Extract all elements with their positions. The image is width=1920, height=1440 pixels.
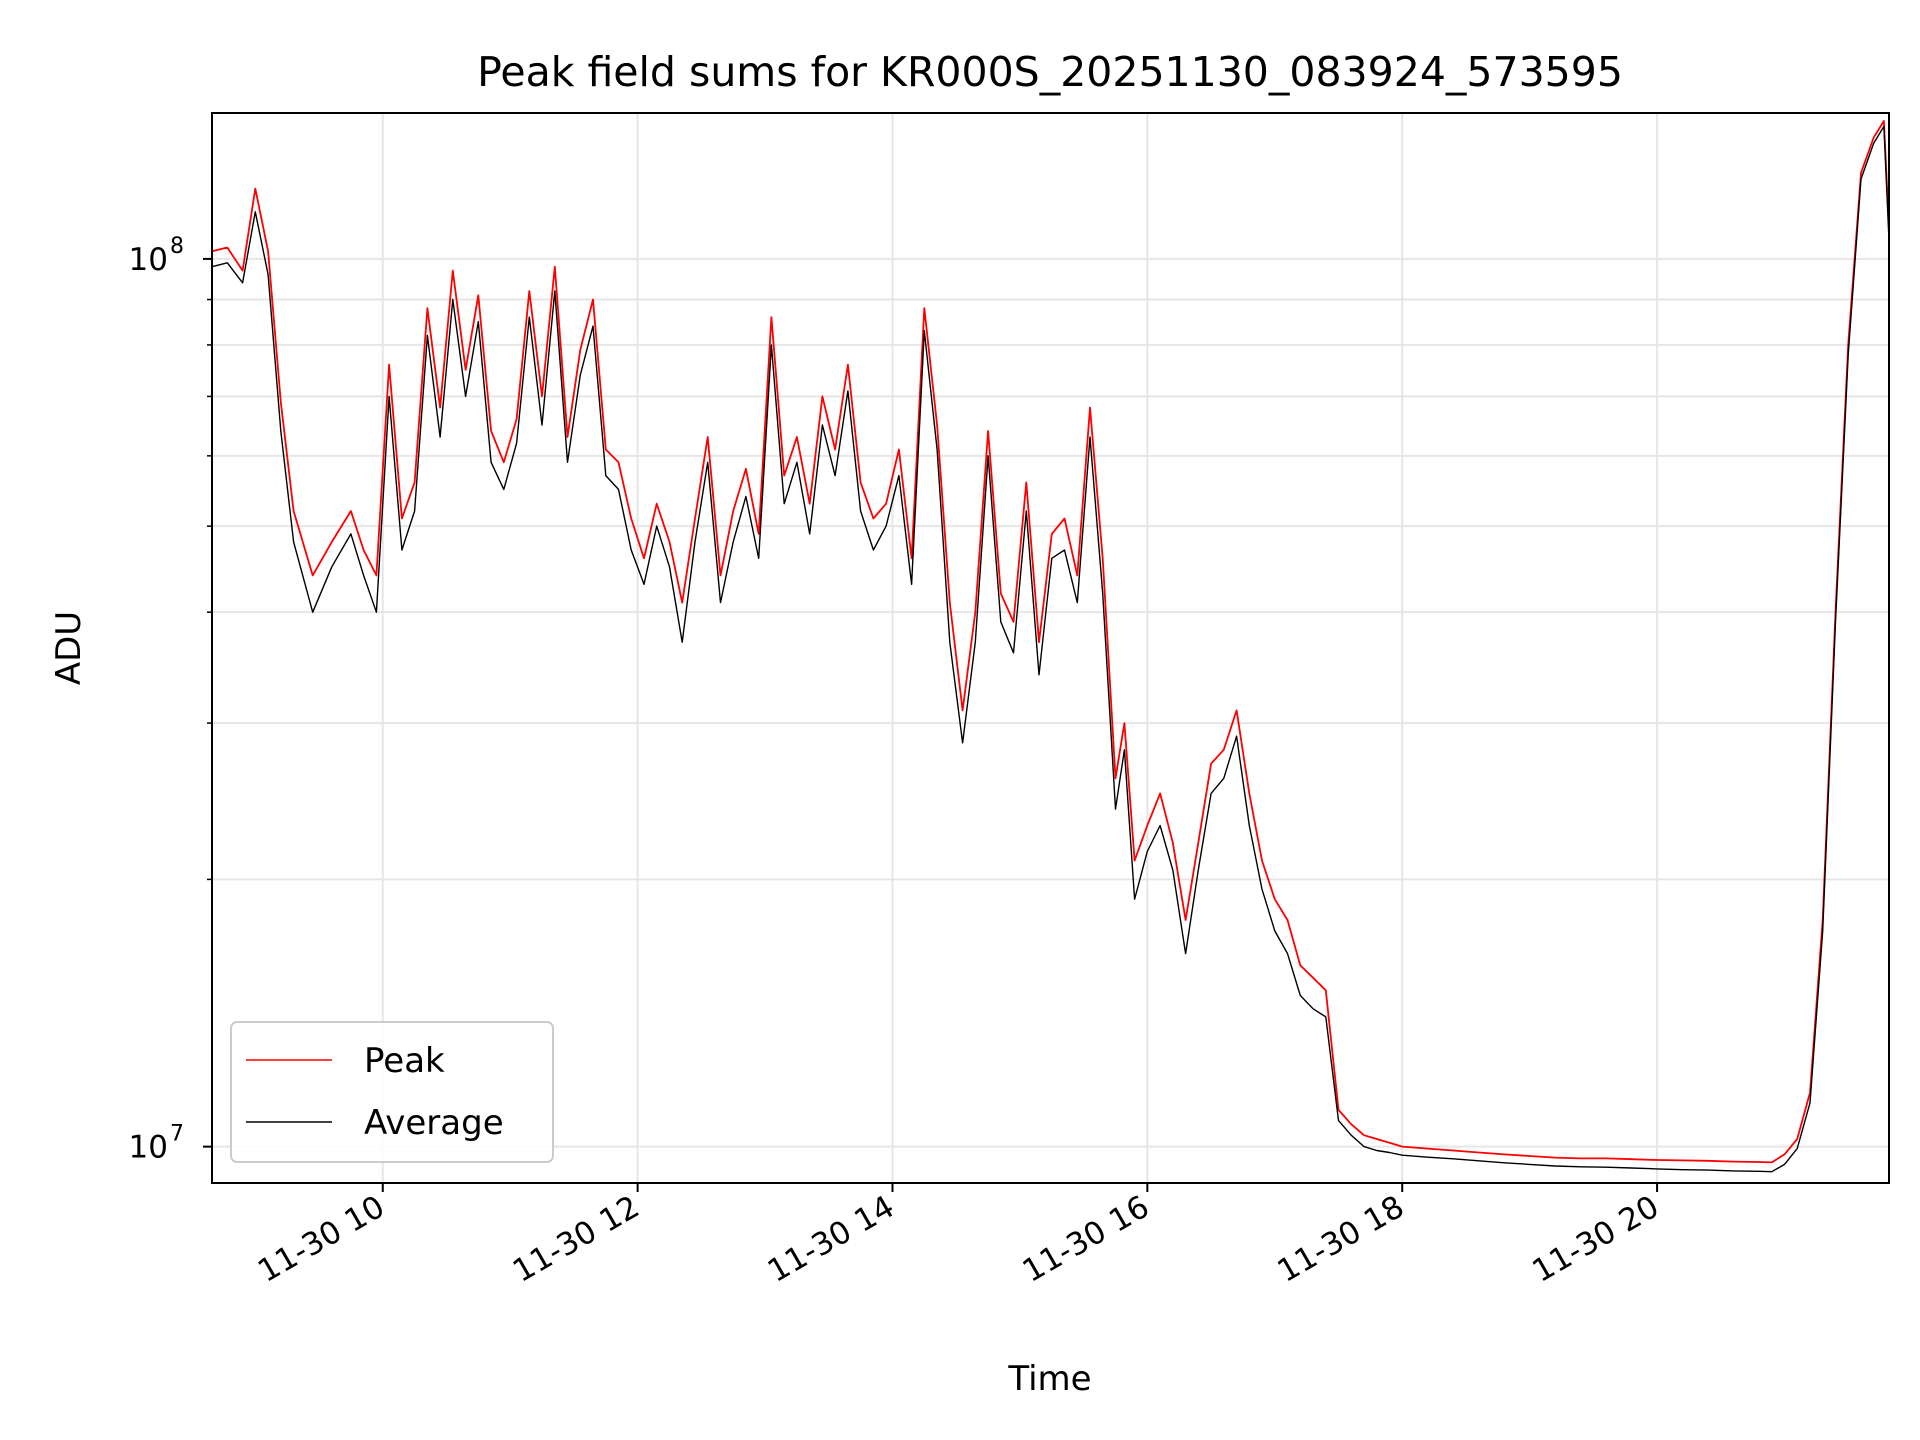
x-axis-label: Time	[1007, 1359, 1091, 1399]
series-line-peak	[211, 120, 1890, 1164]
legend: Peak Average	[230, 1021, 554, 1163]
y-tick-label: 10	[129, 1130, 168, 1166]
plot-lines	[211, 120, 1890, 1173]
y-axis-label: ADU	[49, 611, 89, 685]
chart-title: Peak field sums for KR000S_20251130_0839…	[477, 48, 1623, 96]
y-tick-label: 10	[129, 242, 168, 278]
series-line-average	[211, 125, 1890, 1173]
y-tick-label-exponent: 8	[170, 234, 184, 259]
y-tick-label-exponent: 7	[170, 1122, 184, 1147]
plot-frame	[211, 112, 1890, 1184]
legend-label-peak: Peak	[364, 1041, 445, 1081]
legend-label-average: Average	[364, 1103, 504, 1143]
legend-box	[230, 1021, 554, 1163]
